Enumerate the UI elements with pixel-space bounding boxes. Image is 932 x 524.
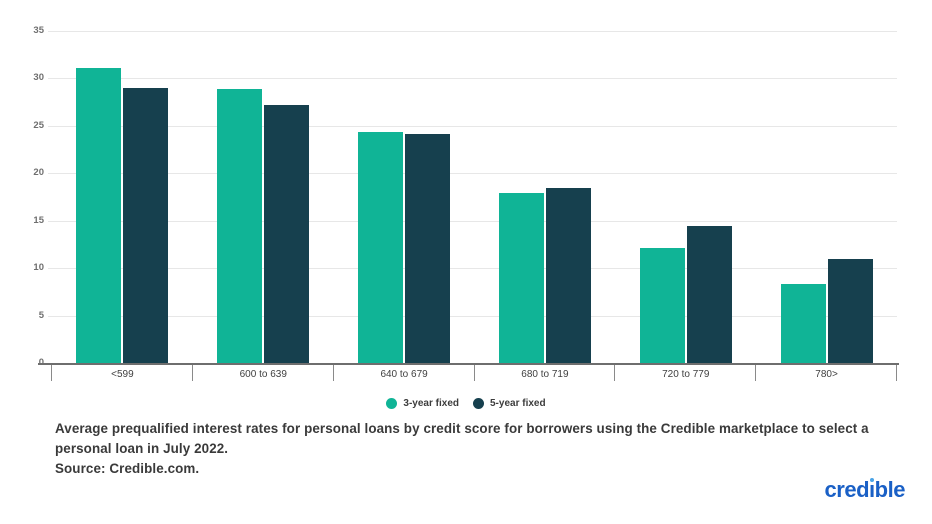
gridline-25 [48, 125, 897, 127]
bar-5yr-5 [686, 226, 732, 363]
logo-i-dot [870, 478, 875, 482]
y-axis-tick-label: 30 [33, 72, 44, 84]
gridline-35 [48, 31, 897, 32]
gridline-5 [48, 315, 897, 317]
x-axis-tick [473, 365, 475, 381]
chart-caption: Average prequalified interest rates for … [55, 419, 905, 479]
gridline-20 [48, 173, 897, 175]
caption-line-2: Source: Credible.com. [55, 461, 200, 476]
y-axis-tick-label: 35 [33, 25, 44, 36]
bar-3yr-5 [639, 248, 685, 363]
bar-3yr-4 [498, 193, 544, 363]
x-axis-category-label: 680 to 719 [521, 369, 569, 380]
y-axis-tick-label: 5 [38, 309, 44, 321]
x-axis-line [38, 363, 899, 365]
bar-3yr-3 [358, 132, 404, 363]
bar-3yr-6 [780, 284, 826, 363]
legend-label: 5-year fixed [490, 397, 546, 409]
legend-swatch-icon [386, 397, 398, 409]
x-axis-category-label: 600 to 639 [239, 369, 287, 380]
x-axis-category-label: <599 [111, 369, 134, 380]
chart-legend: 3-year fixed 5-year fixed [0, 392, 932, 414]
x-axis-category-label: 780> [815, 369, 838, 380]
x-axis-tick [896, 365, 897, 381]
gridline-15 [48, 220, 897, 222]
x-axis-category-label: 720 to 779 [662, 369, 710, 380]
legend-swatch-icon [473, 397, 484, 409]
credible-logo: credı ble [824, 477, 906, 502]
y-axis-tick-label: 10 [33, 262, 44, 274]
bar-5yr-3 [405, 134, 451, 363]
x-axis-category-label: 640 to 679 [380, 369, 428, 380]
y-axis-tick-label: 20 [33, 167, 44, 179]
legend-item-3-year-fixed: 3-year fixed [386, 397, 459, 409]
y-axis-tick-label: 15 [33, 214, 44, 226]
bar-5yr-6 [827, 259, 873, 363]
bar-5yr-4 [545, 188, 591, 363]
legend-label: 3-year fixed [403, 397, 459, 409]
y-axis-tick-label: 0 [18, 358, 44, 368]
x-axis-tick [191, 365, 193, 381]
x-axis-tick [755, 365, 757, 381]
bar-chart-plot-area: 0 5 10 15 20 25 30 35 <599 600 to 639 640 to 679 68… [18, 25, 899, 381]
caption-line-1: Average prequalified interest rates for … [55, 421, 869, 456]
legend-item-5-year-fixed: 5-year fixed [473, 397, 546, 409]
gridline-30 [48, 78, 897, 80]
y-axis-tick-label: 25 [33, 119, 44, 131]
x-axis-tick [614, 365, 616, 381]
bar-3yr-2 [217, 89, 263, 363]
gridline-10 [48, 268, 897, 270]
x-axis-tick [332, 365, 334, 381]
x-axis-tick [51, 365, 52, 381]
bar-5yr-2 [264, 105, 310, 363]
bar-5yr-1 [123, 88, 169, 363]
bar-3yr-1 [76, 68, 122, 363]
logo-letter-i: ı [869, 477, 875, 502]
